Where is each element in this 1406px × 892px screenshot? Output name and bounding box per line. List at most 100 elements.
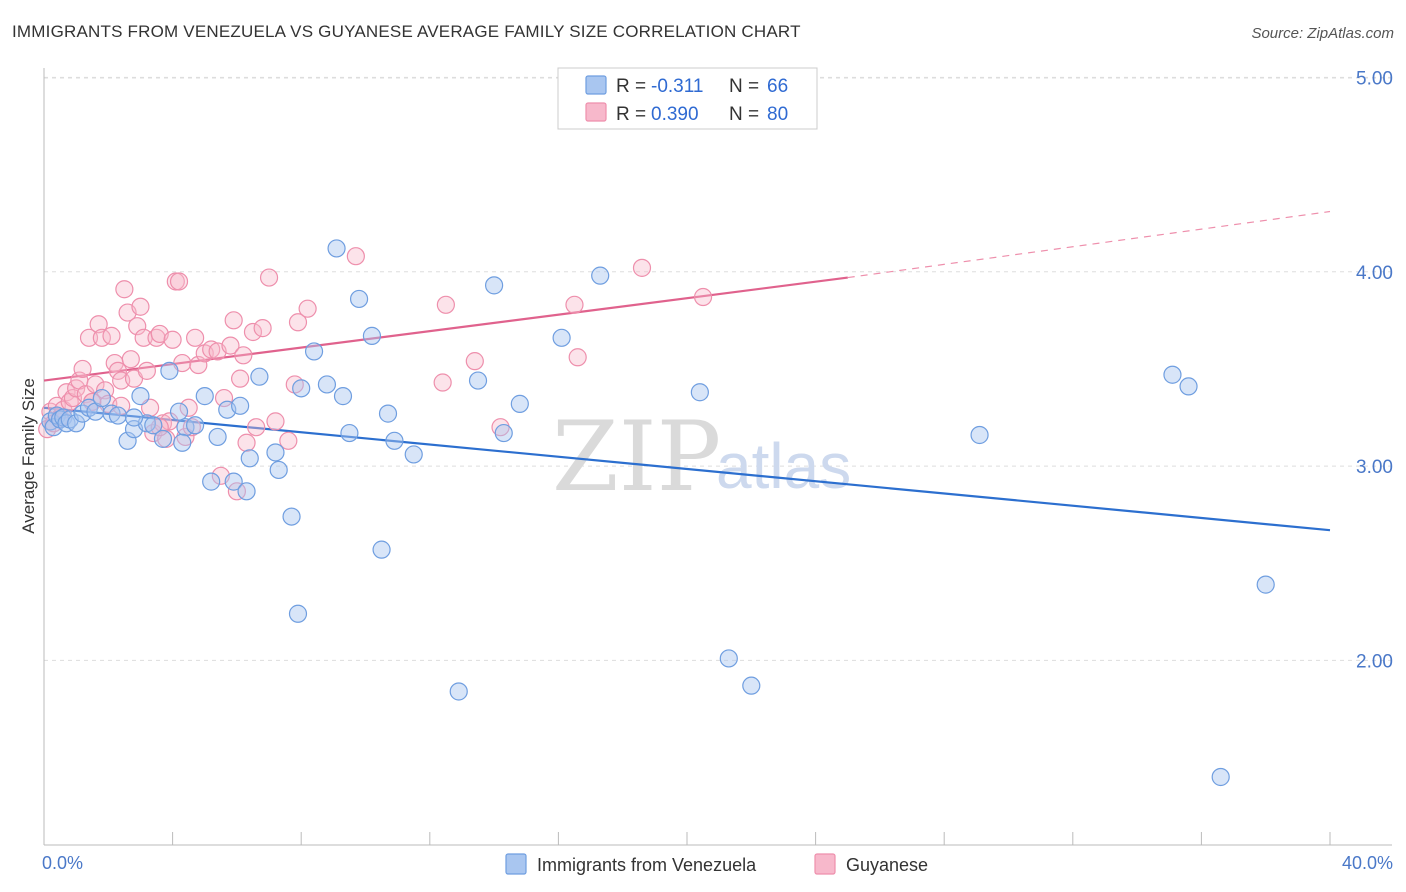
trendline-venezuela <box>43 406 1331 532</box>
point-guyanese <box>693 287 713 307</box>
point-guyanese <box>253 319 272 338</box>
point-guyanese <box>266 412 285 431</box>
point-guyanese <box>186 328 205 347</box>
point-venezuela <box>327 239 346 258</box>
y-tick-label: 3.00 <box>1356 457 1393 478</box>
point-venezuela <box>362 326 382 345</box>
chart-title: IMMIGRANTS FROM VENEZUELA VS GUYANESE AV… <box>12 22 801 41</box>
point-venezuela <box>92 388 111 408</box>
bottom-legend-label-guyanese: Guyanese <box>846 855 928 875</box>
x-tick-label: 0.0% <box>42 853 83 873</box>
legend-r-label: R = <box>616 76 646 97</box>
point-venezuela <box>173 433 192 452</box>
y-axis-tick-labels: 2.00 3.00 4.00 5.00 <box>1356 68 1393 672</box>
point-guyanese <box>189 355 208 375</box>
point-venezuela <box>468 371 488 390</box>
point-venezuela <box>288 604 308 623</box>
point-venezuela <box>131 387 150 406</box>
point-guyanese <box>137 361 156 380</box>
point-venezuela <box>240 449 259 468</box>
point-venezuela <box>970 425 989 445</box>
watermark-atlas: atlas <box>716 430 851 502</box>
point-venezuela <box>385 431 404 450</box>
bottom-legend-swatch-venezuela <box>505 853 527 875</box>
point-venezuela <box>485 276 504 295</box>
point-venezuela <box>340 423 359 443</box>
point-venezuela <box>67 414 86 433</box>
point-venezuela <box>108 406 128 425</box>
legend-swatch-guyanese <box>585 102 607 122</box>
point-guyanese <box>108 361 128 380</box>
point-venezuela <box>349 289 369 309</box>
point-venezuela <box>160 361 179 380</box>
point-guyanese <box>131 297 150 316</box>
legend-r-label: R = <box>616 104 646 125</box>
y-tick-label: 4.00 <box>1356 263 1393 284</box>
point-venezuela <box>333 387 353 406</box>
point-venezuela <box>266 443 285 462</box>
watermark-zip: ZIP <box>552 401 721 513</box>
point-venezuela <box>144 416 163 435</box>
point-guyanese <box>565 295 584 314</box>
point-guyanese <box>202 340 221 359</box>
series-venezuela-points <box>41 239 1275 787</box>
point-guyanese <box>128 317 147 336</box>
point-venezuela <box>1163 365 1182 384</box>
point-venezuela <box>292 379 311 398</box>
correlation-legend: R = -0.311 N = 66 R = 0.390 N = 80 <box>557 67 818 130</box>
point-guyanese <box>224 311 243 330</box>
point-venezuela <box>378 404 398 423</box>
point-venezuela <box>742 676 761 695</box>
point-venezuela <box>1211 767 1230 787</box>
point-venezuela <box>102 404 121 423</box>
point-guyanese <box>279 431 298 450</box>
point-venezuela <box>224 472 243 491</box>
point-venezuela <box>231 396 250 415</box>
point-guyanese <box>163 330 182 349</box>
series-legend: Immigrants from Venezuela Guyanese <box>505 853 928 875</box>
point-guyanese <box>433 373 452 392</box>
point-venezuela <box>719 649 738 668</box>
point-venezuela <box>124 408 144 427</box>
point-guyanese <box>491 418 510 437</box>
point-guyanese <box>73 359 92 379</box>
point-guyanese <box>221 336 240 355</box>
point-venezuela <box>153 429 173 448</box>
point-venezuela <box>186 416 205 435</box>
series-guyanese-points <box>38 247 713 501</box>
point-guyanese <box>176 427 195 447</box>
point-venezuela <box>1179 377 1198 396</box>
point-guyanese <box>237 433 256 452</box>
point-guyanese <box>89 315 108 334</box>
point-guyanese <box>298 299 317 318</box>
point-guyanese <box>346 247 365 266</box>
legend-r-value-guyanese: 0.390 <box>651 104 699 125</box>
point-guyanese <box>632 258 652 277</box>
point-venezuela <box>372 540 391 559</box>
point-venezuela <box>250 367 269 386</box>
point-venezuela <box>282 507 301 526</box>
point-venezuela <box>169 402 189 421</box>
point-guyanese <box>436 295 455 314</box>
point-guyanese <box>247 418 266 437</box>
point-guyanese <box>214 388 234 408</box>
legend-n-label: N = <box>729 104 759 125</box>
point-venezuela <box>510 394 529 413</box>
x-axis-tick-labels: 0.0% 40.0% <box>42 853 1393 873</box>
axes <box>43 68 1392 846</box>
x-tick-label: 40.0% <box>1342 853 1393 873</box>
point-venezuela <box>1256 575 1275 594</box>
trendline-guyanese <box>43 276 848 382</box>
point-venezuela <box>552 328 571 347</box>
legend-n-value-guyanese: 80 <box>767 104 788 125</box>
point-venezuela <box>269 460 288 480</box>
point-guyanese <box>179 398 198 417</box>
point-guyanese <box>169 272 189 291</box>
point-guyanese <box>465 352 484 371</box>
bottom-legend-swatch-guyanese <box>814 853 836 875</box>
point-venezuela <box>690 383 709 402</box>
point-guyanese <box>231 369 250 388</box>
point-venezuela <box>591 266 610 285</box>
point-venezuela <box>317 375 337 394</box>
